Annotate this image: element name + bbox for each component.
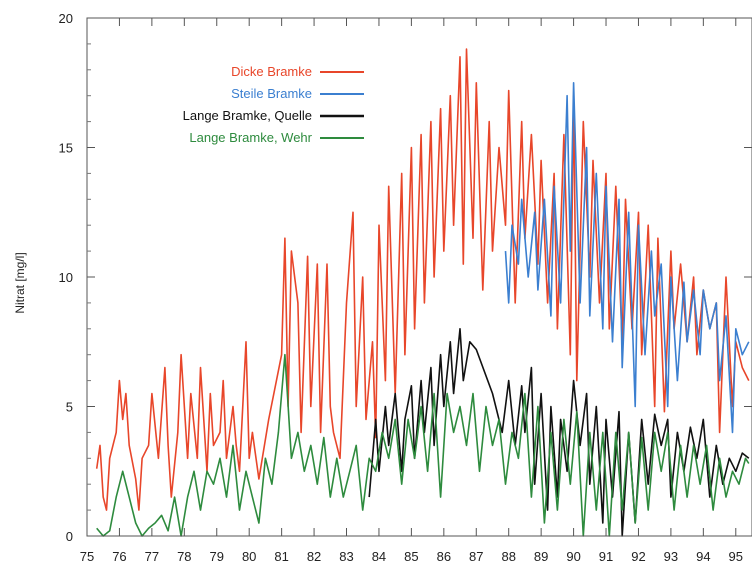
legend-label-2: Steile Bramke — [231, 86, 312, 101]
x-tick-label: 79 — [210, 549, 224, 564]
x-tick-label: 85 — [404, 549, 418, 564]
x-tick-label: 91 — [599, 549, 613, 564]
y-tick-label: 0 — [66, 529, 73, 544]
x-tick-label: 82 — [307, 549, 321, 564]
series-layer — [95, 48, 750, 537]
series-line-3 — [368, 327, 750, 537]
series-line-4 — [96, 353, 750, 537]
x-tick-label: 89 — [534, 549, 548, 564]
legend-label-4: Lange Bramke, Wehr — [189, 130, 312, 145]
x-tick-label: 83 — [339, 549, 353, 564]
y-tick-label: 15 — [59, 141, 73, 156]
legend-label-3: Lange Bramke, Quelle — [183, 108, 312, 123]
legend: Dicke Bramke Steile Bramke Lange Bramke, Q… — [183, 64, 364, 145]
x-tick-label: 76 — [112, 549, 126, 564]
x-tick-label: 77 — [145, 549, 159, 564]
x-tick-label: 78 — [177, 549, 191, 564]
x-tick-label: 92 — [631, 549, 645, 564]
y-tick-label: 20 — [59, 11, 73, 26]
x-tick-label: 75 — [80, 549, 94, 564]
x-tick-label: 95 — [729, 549, 743, 564]
x-tick-label: 87 — [469, 549, 483, 564]
x-tick-label: 93 — [664, 549, 678, 564]
x-tick-label: 86 — [437, 549, 451, 564]
x-tick-label: 90 — [566, 549, 580, 564]
y-tick-label: 10 — [59, 270, 73, 285]
x-tick-label: 88 — [501, 549, 515, 564]
axis-layer: 0 5 10 15 20 75 76 77 78 79 80 81 82 83 84 85 86 87 88 89 90… — [59, 11, 752, 564]
series-line-2 — [504, 82, 750, 434]
y-axis-title: Nitrat [mg/l] — [13, 252, 27, 313]
x-tick-label: 80 — [242, 549, 256, 564]
legend-label-1: Dicke Bramke — [231, 64, 312, 79]
x-tick-label: 81 — [274, 549, 288, 564]
x-tick-label: 84 — [372, 549, 386, 564]
y-tick-label: 5 — [66, 400, 73, 415]
x-tick-label: 94 — [696, 549, 710, 564]
